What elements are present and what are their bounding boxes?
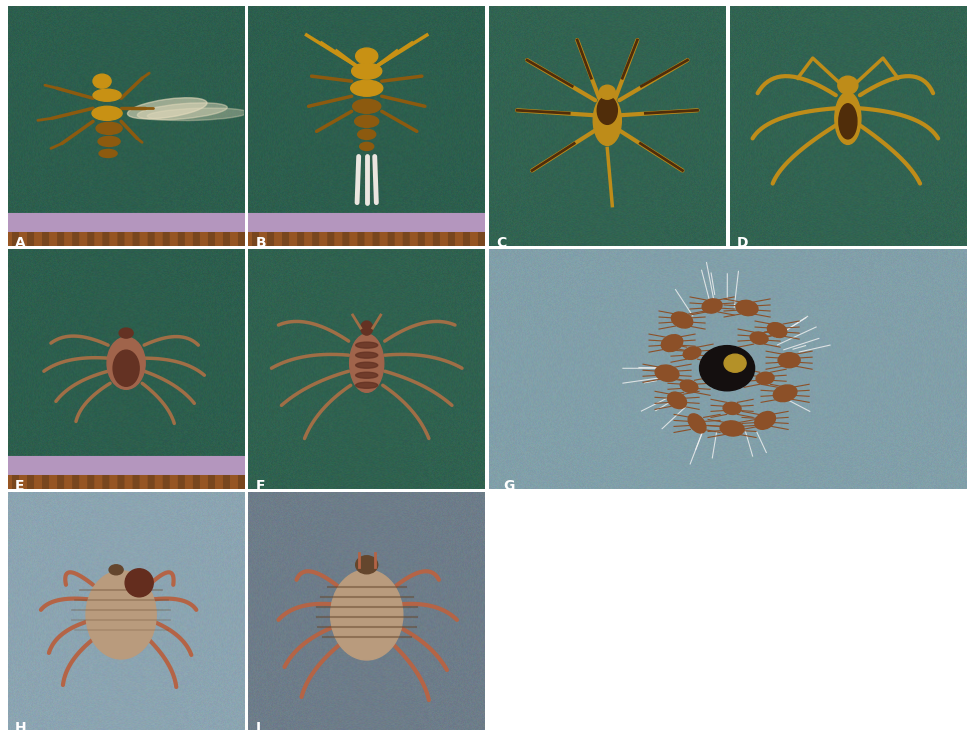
Text: H: H <box>15 721 26 735</box>
Ellipse shape <box>835 92 861 144</box>
Text: F: F <box>255 479 265 493</box>
Circle shape <box>125 569 153 597</box>
Text: D: D <box>736 236 748 250</box>
Ellipse shape <box>357 130 376 139</box>
Ellipse shape <box>330 570 403 660</box>
Ellipse shape <box>724 354 746 372</box>
Ellipse shape <box>699 346 755 391</box>
Ellipse shape <box>593 95 621 146</box>
Ellipse shape <box>351 80 383 96</box>
Ellipse shape <box>96 122 122 135</box>
Ellipse shape <box>356 372 378 378</box>
Ellipse shape <box>667 392 687 408</box>
Ellipse shape <box>680 380 698 392</box>
Ellipse shape <box>107 337 145 389</box>
Ellipse shape <box>113 350 139 386</box>
Ellipse shape <box>128 98 207 118</box>
Ellipse shape <box>86 571 156 659</box>
Text: E: E <box>15 479 24 493</box>
Ellipse shape <box>350 334 384 392</box>
Ellipse shape <box>360 321 373 335</box>
Ellipse shape <box>768 322 787 338</box>
Ellipse shape <box>147 108 247 121</box>
Text: I: I <box>255 721 261 735</box>
Text: A: A <box>15 236 25 250</box>
Text: G: G <box>504 479 514 493</box>
Ellipse shape <box>773 385 797 402</box>
Text: C: C <box>496 236 506 250</box>
Ellipse shape <box>671 312 693 328</box>
Ellipse shape <box>720 421 744 436</box>
Ellipse shape <box>119 328 133 338</box>
Ellipse shape <box>750 332 768 344</box>
Ellipse shape <box>356 342 378 348</box>
Ellipse shape <box>356 556 378 574</box>
Ellipse shape <box>109 565 123 575</box>
Ellipse shape <box>99 149 117 158</box>
Ellipse shape <box>736 300 758 316</box>
Ellipse shape <box>94 89 121 102</box>
Ellipse shape <box>683 347 701 359</box>
Ellipse shape <box>661 335 683 352</box>
Text: B: B <box>255 236 266 250</box>
Ellipse shape <box>356 362 378 368</box>
Ellipse shape <box>92 106 122 120</box>
Ellipse shape <box>353 99 381 113</box>
Ellipse shape <box>355 116 379 127</box>
Ellipse shape <box>599 85 616 99</box>
Ellipse shape <box>839 104 857 139</box>
Ellipse shape <box>838 76 858 94</box>
Ellipse shape <box>597 96 618 124</box>
Ellipse shape <box>356 382 378 389</box>
Ellipse shape <box>94 74 111 88</box>
Ellipse shape <box>755 411 775 429</box>
Ellipse shape <box>689 414 706 433</box>
Ellipse shape <box>352 63 382 79</box>
Ellipse shape <box>98 136 120 146</box>
Ellipse shape <box>356 48 378 64</box>
Ellipse shape <box>756 372 774 384</box>
Ellipse shape <box>778 353 800 368</box>
Ellipse shape <box>656 365 679 381</box>
Ellipse shape <box>137 103 227 120</box>
Ellipse shape <box>359 142 374 150</box>
Ellipse shape <box>702 299 722 313</box>
Ellipse shape <box>356 352 378 358</box>
Ellipse shape <box>723 403 741 414</box>
